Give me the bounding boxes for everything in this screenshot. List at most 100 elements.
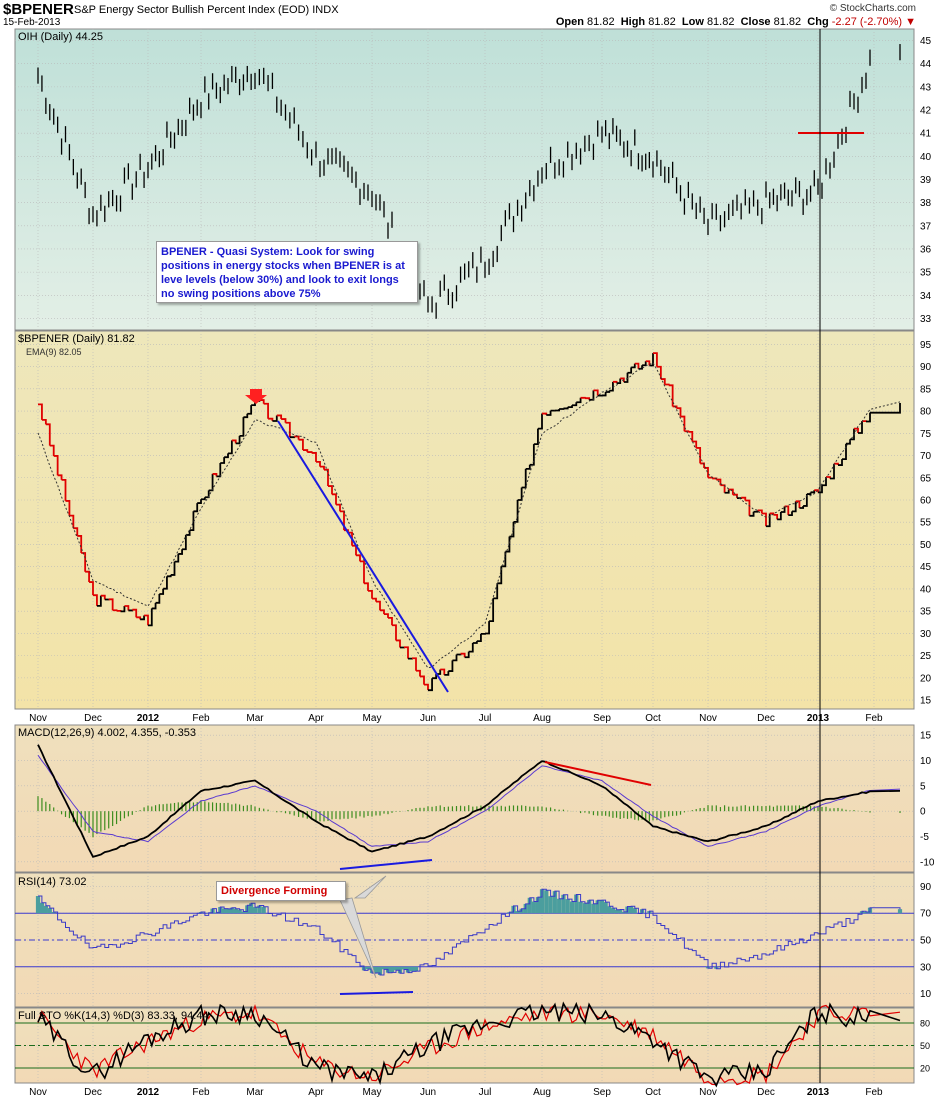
panel-macd [14, 724, 915, 873]
bpener-panel-label: $BPENER (Daily) 81.82 [18, 333, 135, 345]
panel-bpener [14, 330, 915, 710]
bpener-step-segment [664, 383, 670, 386]
symbol-description: S&P Energy Sector Bullish Percent Index … [74, 4, 339, 16]
rsi-panel-label: RSI(14) 73.02 [18, 876, 86, 888]
y-tick-label: 80 [920, 1019, 930, 1029]
bpener-step-segment [73, 527, 79, 536]
bpener-step-segment [289, 436, 296, 439]
sto-k-line [37, 1001, 901, 1088]
bpener-step-segment [842, 443, 847, 460]
bpener-step-segment [316, 460, 321, 467]
bpener-step-segment [128, 609, 134, 612]
x-tick-label: Sep [593, 713, 611, 724]
bpener-step-segment [174, 553, 180, 563]
y-tick-label: 37 [920, 221, 932, 232]
bpener-step-segment [623, 372, 629, 383]
bpener-step-segment [38, 403, 43, 420]
bpener-step-segment [656, 365, 662, 380]
y-tick-label: 45 [920, 36, 932, 47]
y-tick-label: 15 [920, 696, 932, 707]
bpener-step-segment [360, 560, 365, 584]
x-tick-label: Nov [699, 1087, 717, 1098]
bpener-step-segment [228, 440, 233, 455]
bpener-step-segment [276, 414, 283, 420]
macd-panel-label: MACD(12,26,9) 4.002, 4.355, -0.353 [18, 727, 196, 739]
y-tick-label: -10 [920, 857, 935, 868]
y-tick-label: 39 [920, 175, 932, 186]
sto-panel-label: Full STO %K(14,3) %D(3) 83.33, 94.44 [18, 1010, 209, 1022]
bpener-step-segment [627, 367, 633, 374]
y-tick-label: 33 [920, 314, 932, 325]
bpener-step-segment [505, 536, 511, 553]
bpener-step-segment [501, 551, 507, 568]
quasi-system-note: BPENER - Quasi System: Look for swing po… [156, 241, 418, 303]
bpener-step-segment [311, 452, 317, 462]
bpener-step-segment [155, 594, 161, 604]
bpener-step-segment [85, 570, 90, 583]
bpener-step-segment [208, 473, 214, 492]
bpener-step-segment [432, 674, 438, 680]
bpener-step-segment [777, 512, 782, 521]
bpener-step-segment [166, 574, 172, 578]
bpener-step-segment [593, 389, 599, 396]
bpener-step-segment [448, 660, 454, 672]
y-tick-label: 70 [920, 451, 932, 462]
bpener-step-segment [61, 478, 67, 501]
x-tick-label: 2012 [137, 1087, 160, 1098]
bpener-step-segment [700, 462, 705, 468]
x-tick-label: Mar [246, 1087, 264, 1098]
bpener-step-segment [65, 500, 71, 516]
bpener-step-segment [497, 566, 503, 585]
bpener-step-segment [392, 624, 397, 641]
y-tick-label: 34 [920, 291, 932, 302]
bpener-step-segment [684, 430, 690, 433]
bpener-step-segment [803, 494, 808, 507]
ema-panel-label: EMA(9) 82.05 [26, 347, 82, 357]
y-tick-label: 35 [920, 268, 932, 279]
bpener-step-segment [294, 435, 300, 440]
y-tick-label: 75 [920, 429, 932, 440]
bpener-step-segment [96, 595, 102, 607]
x-tick-label: Nov [29, 1087, 47, 1098]
bpener-step-segment [653, 352, 658, 367]
y-tick-label: 35 [920, 607, 932, 618]
bpener-step-segment [696, 447, 702, 464]
bpener-step-segment [773, 513, 779, 520]
y-tick-label: 40 [920, 584, 932, 595]
y-tick-label: 50 [920, 1041, 930, 1051]
bpener-step-segment [822, 477, 827, 487]
x-tick-label: Aug [533, 1087, 551, 1098]
bpener-step-segment [616, 378, 622, 385]
bpener-step-segment [741, 496, 747, 501]
bpener-step-segment [472, 641, 478, 644]
brand-label: © StockCharts.com [829, 3, 916, 14]
bpener-step-segment [372, 597, 377, 602]
description-text: S&P Energy Sector Bullish Percent Index … [74, 4, 310, 16]
bpener-step-segment [81, 552, 87, 572]
bpener-step-segment [870, 402, 901, 414]
bpener-step-segment [452, 654, 458, 662]
chg-label: Chg [807, 16, 829, 28]
bpener-step-segment [416, 669, 421, 677]
bpener-step-segment [132, 608, 138, 618]
bpener-step-segment [456, 653, 462, 656]
macd-bearish-line [544, 761, 652, 786]
x-tick-label: Aug [533, 713, 551, 724]
bpener-step-segment [634, 362, 640, 369]
bpener-step-segment [572, 402, 578, 407]
bpener-step-segment [493, 583, 499, 600]
bpener-step-segment [513, 499, 519, 523]
bpener-step-segment [332, 493, 337, 505]
bpener-step-segment [163, 576, 168, 590]
bpener-step-segment [866, 412, 871, 423]
x-tick-label: Dec [84, 713, 102, 724]
bpener-step-segment [464, 651, 470, 659]
x-tick-label: 2013 [807, 1087, 830, 1098]
bpener-step-segment [460, 652, 466, 658]
bpener-step-segment [757, 509, 763, 514]
y-tick-label: 25 [920, 651, 932, 662]
bpener-step-segment [281, 418, 287, 423]
bpener-step-segment [57, 474, 63, 480]
bpener-step-segment [140, 615, 145, 621]
